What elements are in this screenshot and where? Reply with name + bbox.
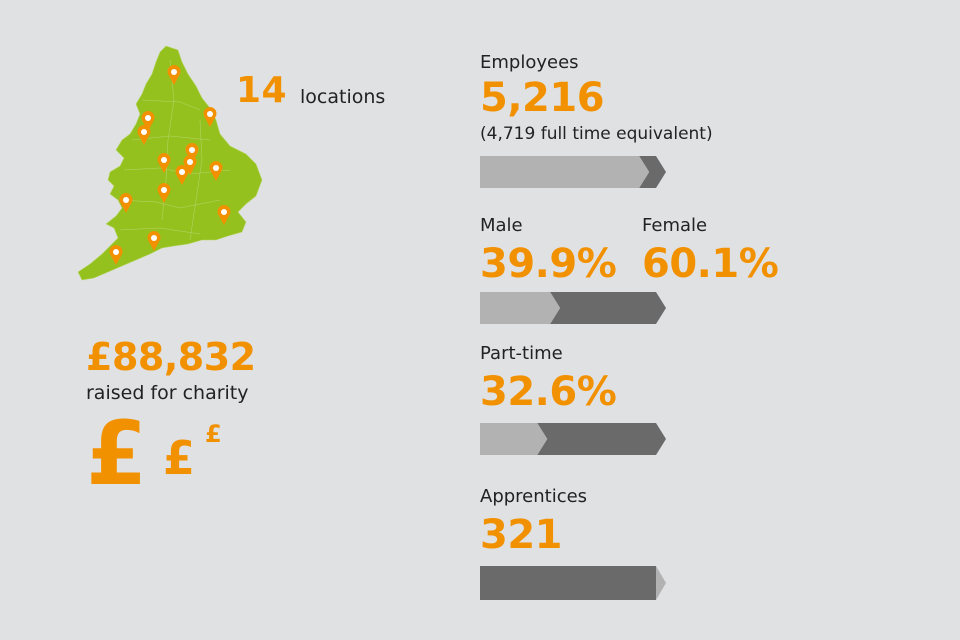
pound-icon-large: £ xyxy=(86,402,148,505)
map-pin-icon xyxy=(185,143,199,163)
part-time-label: Part-time xyxy=(480,343,563,364)
employees-fte-note: (4,719 full time equivalent) xyxy=(480,124,713,144)
gender-bar-male xyxy=(480,292,561,324)
employees-value: 5,216 xyxy=(480,75,605,121)
map-pin-icon xyxy=(141,111,155,131)
map-pin-icon xyxy=(109,245,123,265)
male-value: 39.9% xyxy=(480,241,617,287)
locations-count: 14 xyxy=(236,70,288,111)
pound-icon-small: £ xyxy=(205,420,222,448)
part-time-value: 32.6% xyxy=(480,369,617,415)
map-pin-icon xyxy=(157,153,171,173)
female-label: Female xyxy=(642,215,708,236)
apprentices-label: Apprentices xyxy=(480,486,588,507)
map-pin-icon xyxy=(167,65,181,85)
pound-icon-medium: £ xyxy=(163,431,196,485)
locations-label: locations xyxy=(300,86,386,108)
map-pin-icon xyxy=(137,125,151,145)
map-pin-icon xyxy=(147,231,161,251)
england-wales-map xyxy=(77,45,263,281)
female-value: 60.1% xyxy=(642,241,779,287)
male-label: Male xyxy=(480,215,523,236)
map-pin-icon xyxy=(217,205,231,225)
employees-label: Employees xyxy=(480,52,579,73)
employees-bar xyxy=(480,156,666,188)
map-pin-icon xyxy=(175,165,189,185)
apprentices-bar-fill xyxy=(480,566,656,600)
map-landmass xyxy=(77,45,263,281)
part-time-bar-fill xyxy=(480,423,548,455)
charity-amount: £88,832 xyxy=(86,335,256,379)
charity-label: raised for charity xyxy=(86,382,249,404)
apprentices-bar xyxy=(480,566,666,600)
gender-bar xyxy=(480,292,666,324)
employees-bar-fte xyxy=(480,156,650,188)
apprentices-value: 321 xyxy=(480,512,563,558)
map-pin-icon xyxy=(209,161,223,181)
apprentices-bar-tip xyxy=(656,566,666,600)
map-pin-icon xyxy=(119,193,133,213)
map-pin-icon xyxy=(183,155,197,175)
map-pin-icon xyxy=(203,107,217,127)
part-time-bar xyxy=(480,423,666,455)
map-pin-icon xyxy=(157,183,171,203)
